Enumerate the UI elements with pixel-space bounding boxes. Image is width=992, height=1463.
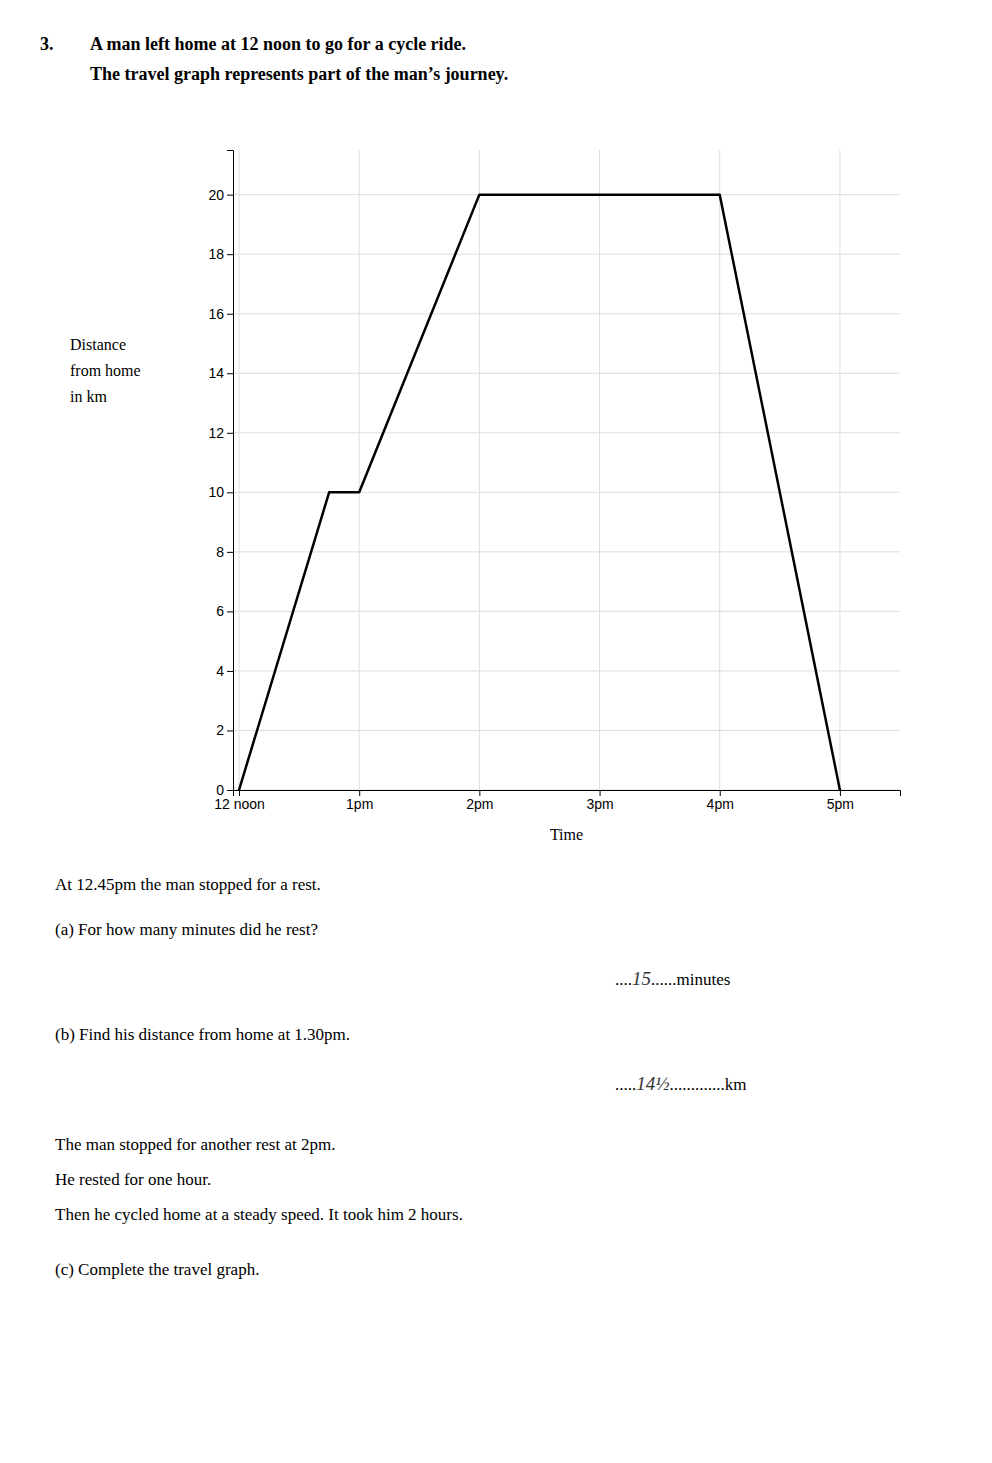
- title: A man left home at 12 noon to go for a c…: [90, 34, 466, 54]
- note-text: At 12.45pm the man stopped for a rest.: [55, 875, 321, 894]
- note: The man stopped for another rest at 2pm.: [55, 1135, 335, 1154]
- y-axis-line: [227, 151, 234, 791]
- y-tick-label: 16: [208, 306, 224, 322]
- x-tick-label: 1pm: [346, 796, 373, 812]
- grid-line-x: [719, 150, 720, 790]
- grid-line-y: [233, 670, 900, 671]
- y-tick-mark: [227, 552, 233, 553]
- note-text: He rested for one hour.: [55, 1170, 211, 1189]
- note-text: (c) Complete the travel graph.: [55, 1260, 259, 1279]
- x-tick: 4pm: [707, 790, 734, 812]
- y-tick-mark: [227, 730, 233, 731]
- x-tick: 1pm: [346, 790, 373, 812]
- y-tick-label: 4: [216, 663, 224, 679]
- y-tick-label: 18: [208, 246, 224, 262]
- y-tick-mark: [227, 790, 233, 791]
- y-tick-label: 2: [216, 722, 224, 738]
- y-tick-label: 6: [216, 603, 224, 619]
- grid-line-y: [233, 254, 900, 255]
- line: [239, 195, 840, 790]
- y-tick-label: 20: [208, 187, 224, 203]
- y-tick: 16: [208, 306, 233, 322]
- note-text: Then he cycled home at a steady speed. I…: [55, 1205, 463, 1224]
- grid-line-y: [233, 432, 900, 433]
- x-axis-title: Time: [550, 826, 583, 843]
- y-tick: 12: [208, 425, 233, 441]
- grid-line-y: [233, 611, 900, 612]
- y-axis-title: Distance from home in km: [70, 336, 141, 405]
- y-tick: 8: [216, 544, 233, 560]
- y-tick: 6: [216, 603, 233, 619]
- x-tick: 3pm: [586, 790, 613, 812]
- y-tick-label: 8: [216, 544, 224, 560]
- note: (a) For how many minutes did he rest?: [55, 920, 318, 939]
- y-tick-mark: [227, 433, 233, 434]
- answer-value: 15: [632, 968, 651, 989]
- y-tick: 10: [208, 484, 233, 500]
- y-axis-title-line: Distance: [70, 336, 126, 353]
- x-tick: 5pm: [827, 790, 854, 812]
- note-text: .....: [615, 1075, 636, 1094]
- grid-line-x: [839, 150, 840, 790]
- note-text: (a) For how many minutes did he rest?: [55, 920, 318, 939]
- y-tick: 2: [216, 722, 233, 738]
- y-tick: 4: [216, 663, 233, 679]
- chart: 3. A man left home at 12 noon to go for a…: [0, 0, 992, 1463]
- y-tick-mark: [227, 195, 233, 196]
- x-tick-label: 2pm: [466, 796, 493, 812]
- note: (c) Complete the travel graph.: [55, 1260, 259, 1279]
- y-tick-label: 14: [208, 365, 224, 381]
- x-axis-line: [234, 791, 901, 797]
- y-tick-mark: [227, 611, 233, 612]
- y-tick-mark: [227, 254, 233, 255]
- y-tick: 0: [216, 782, 233, 798]
- note-text: ......minutes: [651, 970, 730, 989]
- grid: [233, 150, 900, 790]
- y-tick: 20: [208, 187, 233, 203]
- y-axis-title-line: from home: [70, 362, 141, 379]
- y-tick-mark: [227, 314, 233, 315]
- grid-line-x: [239, 150, 240, 790]
- grid-line-x: [359, 150, 360, 790]
- question-number: 3.: [40, 34, 54, 54]
- grid-line-y: [233, 313, 900, 314]
- note: He rested for one hour.: [55, 1170, 211, 1189]
- y-tick-mark: [227, 373, 233, 374]
- y-tick-label: 12: [208, 425, 224, 441]
- y-tick: 14: [208, 365, 233, 381]
- x-tick-label: 5pm: [827, 796, 854, 812]
- y-axis-title-line: in km: [70, 388, 107, 405]
- note: At 12.45pm the man stopped for a rest.: [55, 875, 321, 894]
- subtitle: The travel graph represents part of the …: [90, 64, 508, 84]
- x-tick-label: 4pm: [707, 796, 734, 812]
- note: (b) Find his distance from home at 1.30p…: [55, 1025, 350, 1044]
- note-text: (b) Find his distance from home at 1.30p…: [55, 1025, 350, 1044]
- grid-line-x: [479, 150, 480, 790]
- y-tick: 18: [208, 246, 233, 262]
- x-tick-label: 12 noon: [214, 796, 265, 812]
- x-tick: 2pm: [466, 790, 493, 812]
- grid-line-x: [599, 150, 600, 790]
- y-tick-label: 0: [216, 782, 224, 798]
- y-tick-mark: [227, 492, 233, 493]
- grid-line-y: [233, 730, 900, 731]
- marks: [239, 195, 840, 790]
- y-tick-mark: [227, 671, 233, 672]
- note-text: ............: [670, 1075, 721, 1094]
- x-axis: 12 noon 1pm 2pm 3pm 4pm 5pm: [214, 790, 900, 812]
- note-text: ....: [615, 970, 632, 989]
- grid-line-y: [233, 551, 900, 552]
- note-text: The man stopped for another rest at 2pm.: [55, 1135, 335, 1154]
- note-text: .km: [721, 1075, 747, 1094]
- notes: At 12.45pm the man stopped for a rest. (a…: [55, 875, 746, 1279]
- answer: ....15......minutes: [615, 968, 730, 989]
- y-axis: 0 2 4 6 8 10 12 14 16 18 20: [208, 151, 233, 798]
- note: Then he cycled home at a steady speed. I…: [55, 1205, 463, 1224]
- y-tick-label: 10: [208, 484, 224, 500]
- answer-value: 14½: [636, 1073, 669, 1094]
- x-tick-label: 3pm: [586, 796, 613, 812]
- answer: .....14½.............km: [615, 1073, 746, 1094]
- grid-line-y: [233, 373, 900, 374]
